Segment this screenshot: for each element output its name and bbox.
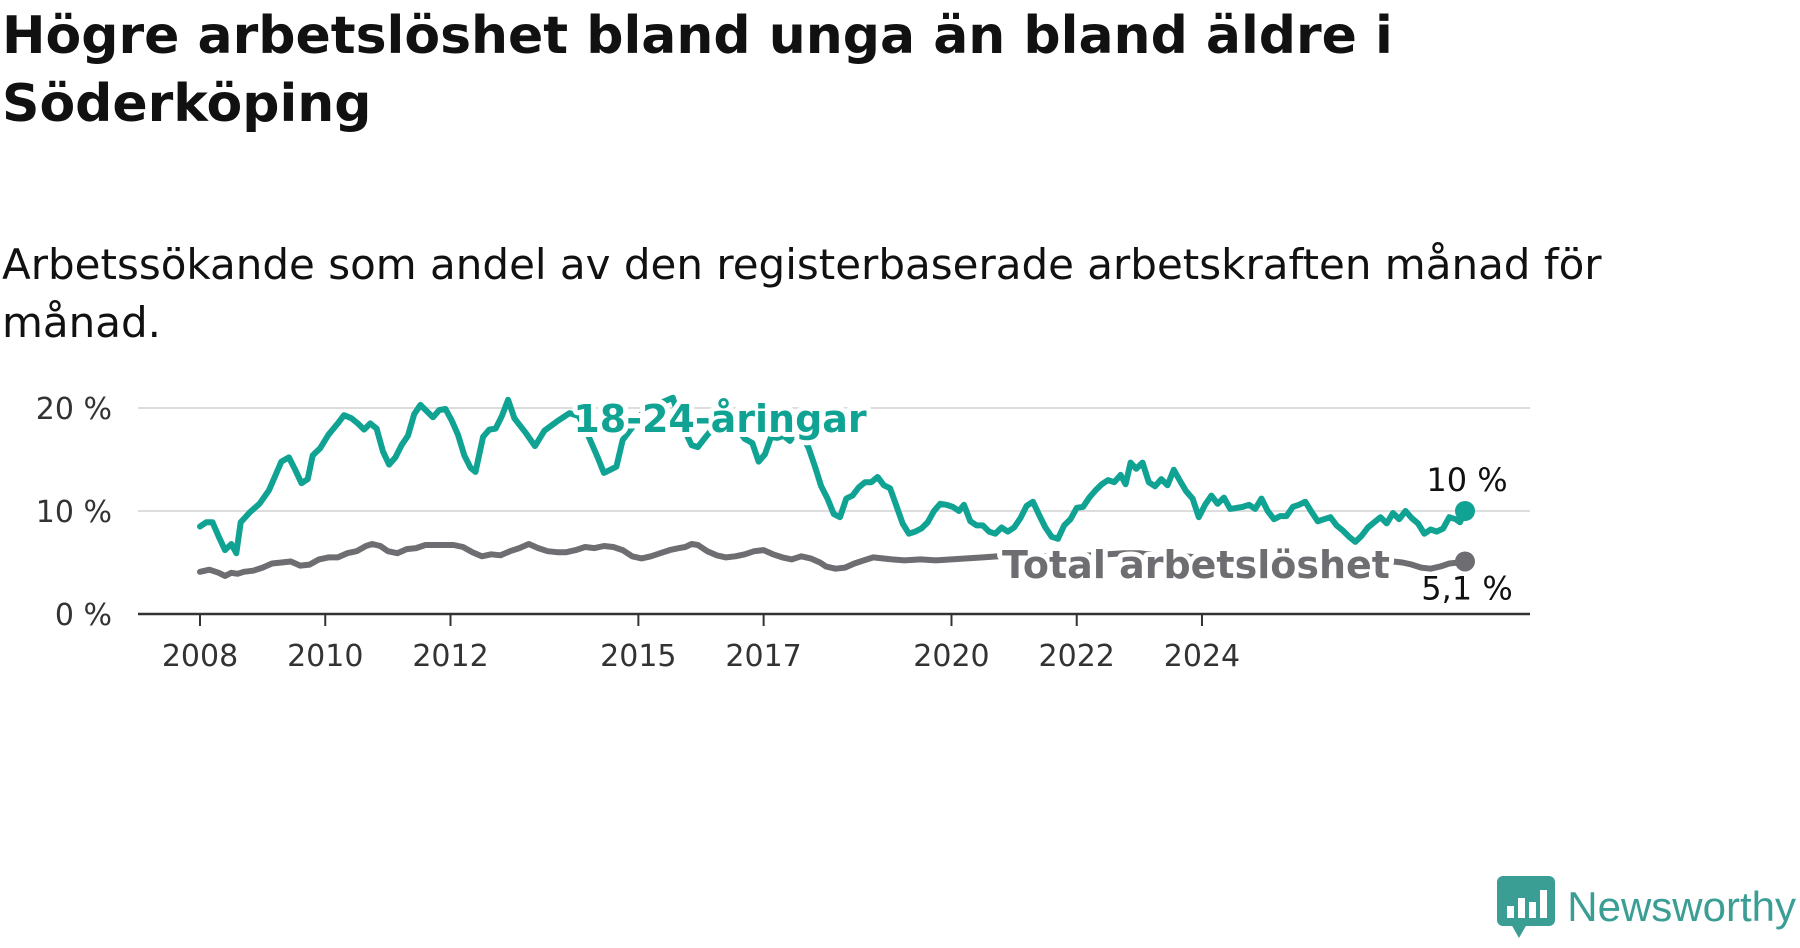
total-series-label: Total arbetslöshet bbox=[1002, 543, 1390, 587]
series-layer bbox=[197, 394, 1475, 579]
brand-name: Newsworthy bbox=[1567, 883, 1796, 930]
label-layer: 10 % 5,1 % 18-24-åringar Total arbetslöshet bbox=[568, 392, 1512, 607]
chart-title: Högre arbetslöshet bland unga än bland ä… bbox=[2, 6, 1393, 134]
axis-layer: 0 % 10 % 20 % 2008 2010 2012 2015 2017 2020 2022 2… bbox=[36, 392, 1530, 674]
newsworthy-logo-icon bbox=[1497, 876, 1556, 938]
youth-end-marker bbox=[1455, 501, 1475, 521]
youth-series-label: 18-24-åringar bbox=[573, 397, 867, 441]
youth-unemployment-line bbox=[197, 394, 1468, 557]
x-tick-label: 2020 bbox=[913, 639, 989, 674]
x-tick-label: 2012 bbox=[412, 639, 488, 674]
chart-subtitle: Arbetssökande som andel av den registerb… bbox=[2, 240, 1602, 347]
y-tick-label: 0 % bbox=[55, 598, 112, 633]
x-tick-label: 2017 bbox=[725, 639, 801, 674]
x-tick-label: 2015 bbox=[600, 639, 676, 674]
x-tick-label: 2022 bbox=[1039, 639, 1115, 674]
x-tick-label: 2024 bbox=[1164, 639, 1240, 674]
y-tick-label: 10 % bbox=[36, 495, 112, 530]
brand-logo[interactable]: Newsworthy bbox=[1497, 876, 1796, 938]
y-tick-label: 20 % bbox=[36, 392, 112, 427]
total-end-marker bbox=[1455, 551, 1475, 572]
x-tick-label: 2010 bbox=[287, 639, 363, 674]
x-tick-label: 2008 bbox=[162, 639, 238, 674]
total-end-label: 5,1 % bbox=[1421, 569, 1512, 607]
total-unemployment-line bbox=[197, 541, 1468, 579]
youth-end-label: 10 % bbox=[1426, 461, 1507, 499]
